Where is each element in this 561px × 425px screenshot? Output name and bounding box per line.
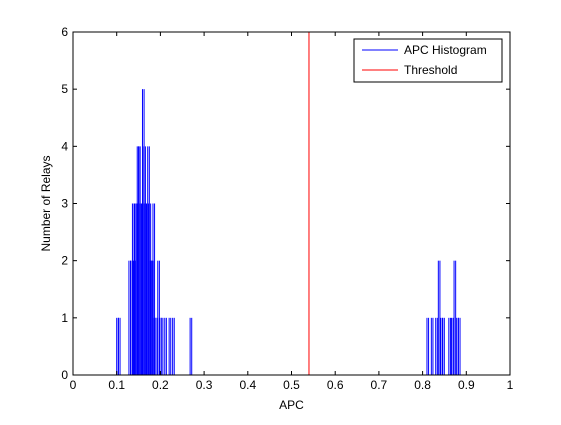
x-tick-label: 0.7	[371, 378, 388, 392]
x-tick-label: 0.4	[239, 378, 256, 392]
ticks-layer: 0 0.1 0.2 0.3 0.4 0.5 0.6 0.7 0.8 0.9 1 0 1 2 3 4 5 6	[61, 25, 513, 392]
x-tick-label: 0.8	[414, 378, 431, 392]
x-tick-label: 0.2	[152, 378, 169, 392]
legend-box	[353, 38, 503, 83]
y-axis-label: Number of Relays	[39, 155, 53, 251]
y-tick-label: 3	[61, 197, 68, 211]
y-tick-label: 1	[61, 311, 68, 325]
x-tick-label: 0.5	[283, 378, 300, 392]
series-layer	[116, 32, 461, 375]
x-tick-label: 0.9	[458, 378, 475, 392]
y-tick-label: 2	[61, 254, 68, 268]
legend: APC Histogram Threshold	[353, 38, 503, 83]
y-tick-label: 6	[61, 25, 68, 39]
y-tick-label: 5	[61, 82, 68, 96]
x-tick-label: 0.1	[108, 378, 125, 392]
x-tick-label: 0.3	[196, 378, 213, 392]
y-tick-label: 4	[61, 139, 68, 153]
x-axis-label: APC	[279, 398, 304, 412]
x-tick-label: 1	[507, 378, 514, 392]
legend-label-threshold: Threshold	[404, 63, 457, 77]
x-tick-label: 0	[70, 378, 77, 392]
x-tick-label: 0.6	[327, 378, 344, 392]
y-tick-label: 0	[61, 368, 68, 382]
legend-label-apc-histogram: APC Histogram	[404, 43, 487, 57]
series-apc-histogram	[116, 89, 461, 375]
